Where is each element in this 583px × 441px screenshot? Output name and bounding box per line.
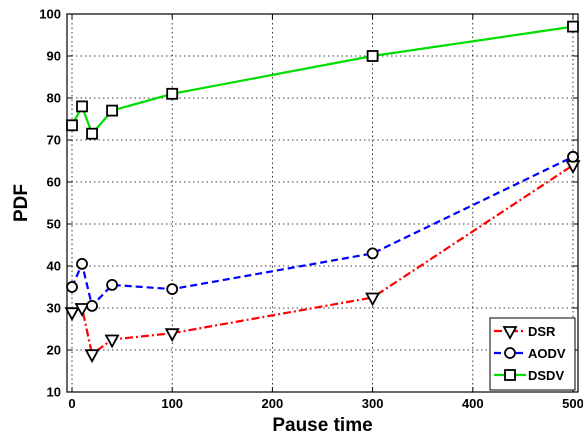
grid-lines: [67, 13, 578, 393]
x-tick-label: 200: [262, 396, 284, 411]
data-point-aodv: [76, 257, 88, 270]
legend-label-dsdv: DSDV: [528, 368, 564, 383]
data-point-dsr: [74, 303, 90, 317]
series-line-dsdv: [71, 25, 574, 136]
axis-ticks: 0 100 200 300 400 500 10 20 30 40 50 60 70 80 90 100: [39, 7, 583, 412]
plot-area-frame: [66, 13, 579, 393]
series-dsdv: [66, 20, 579, 140]
data-point-dsdv: [86, 127, 98, 140]
legend-item-dsdv: DSDV: [494, 368, 564, 383]
y-tick-label: 90: [47, 49, 61, 64]
data-point-aodv: [166, 283, 179, 296]
y-tick-label: 10: [47, 385, 61, 400]
data-point-aodv: [66, 281, 78, 293]
data-point-dsr: [64, 307, 80, 322]
data-point-dsr: [104, 334, 120, 349]
series-dsr: [64, 160, 581, 364]
data-point-aodv: [106, 278, 118, 291]
y-tick-label: 30: [47, 301, 61, 316]
data-point-aodv: [366, 247, 379, 260]
data-point-dsr: [84, 349, 100, 364]
y-tick-label: 80: [47, 91, 61, 106]
legend: DSR AODV DSDV: [489, 317, 576, 391]
y-axis-title: PDF: [11, 184, 32, 222]
x-tick-label: 0: [68, 396, 75, 411]
x-tick-label: 300: [362, 396, 384, 411]
data-point-dsdv: [166, 87, 179, 100]
legend-item-aodv: AODV: [494, 346, 566, 361]
legend-marker-dsdv: [504, 369, 516, 381]
data-point-dsdv: [76, 100, 88, 113]
data-point-dsdv: [106, 104, 118, 117]
series-line-aodv: [71, 155, 574, 309]
y-tick-label: 40: [47, 259, 61, 274]
y-tick-label: 100: [39, 7, 61, 22]
data-point-aodv: [86, 299, 98, 312]
y-tick-label: 70: [47, 133, 61, 148]
legend-marker-aodv: [504, 347, 516, 359]
data-point-dsdv: [66, 119, 78, 132]
data-point-dsdv: [366, 50, 379, 62]
x-axis-title: Pause time: [272, 415, 372, 436]
legend-label-dsr: DSR: [528, 324, 556, 339]
y-tick-label: 20: [47, 343, 61, 358]
data-point-dsdv: [567, 20, 579, 33]
x-tick-label: 500: [562, 396, 583, 411]
legend-item-dsr: DSR: [494, 324, 556, 340]
y-tick-label: 50: [47, 217, 61, 232]
data-point-dsr: [164, 328, 180, 343]
legend-label-aodv: AODV: [528, 346, 566, 361]
legend-marker-dsr: [502, 326, 518, 340]
series-aodv: [66, 150, 579, 312]
y-tick-label: 60: [47, 175, 61, 190]
x-tick-label: 400: [462, 396, 484, 411]
x-tick-label: 100: [161, 396, 183, 411]
data-point-dsr: [365, 292, 381, 307]
data-point-aodv: [567, 150, 579, 163]
data-series: [64, 20, 581, 364]
